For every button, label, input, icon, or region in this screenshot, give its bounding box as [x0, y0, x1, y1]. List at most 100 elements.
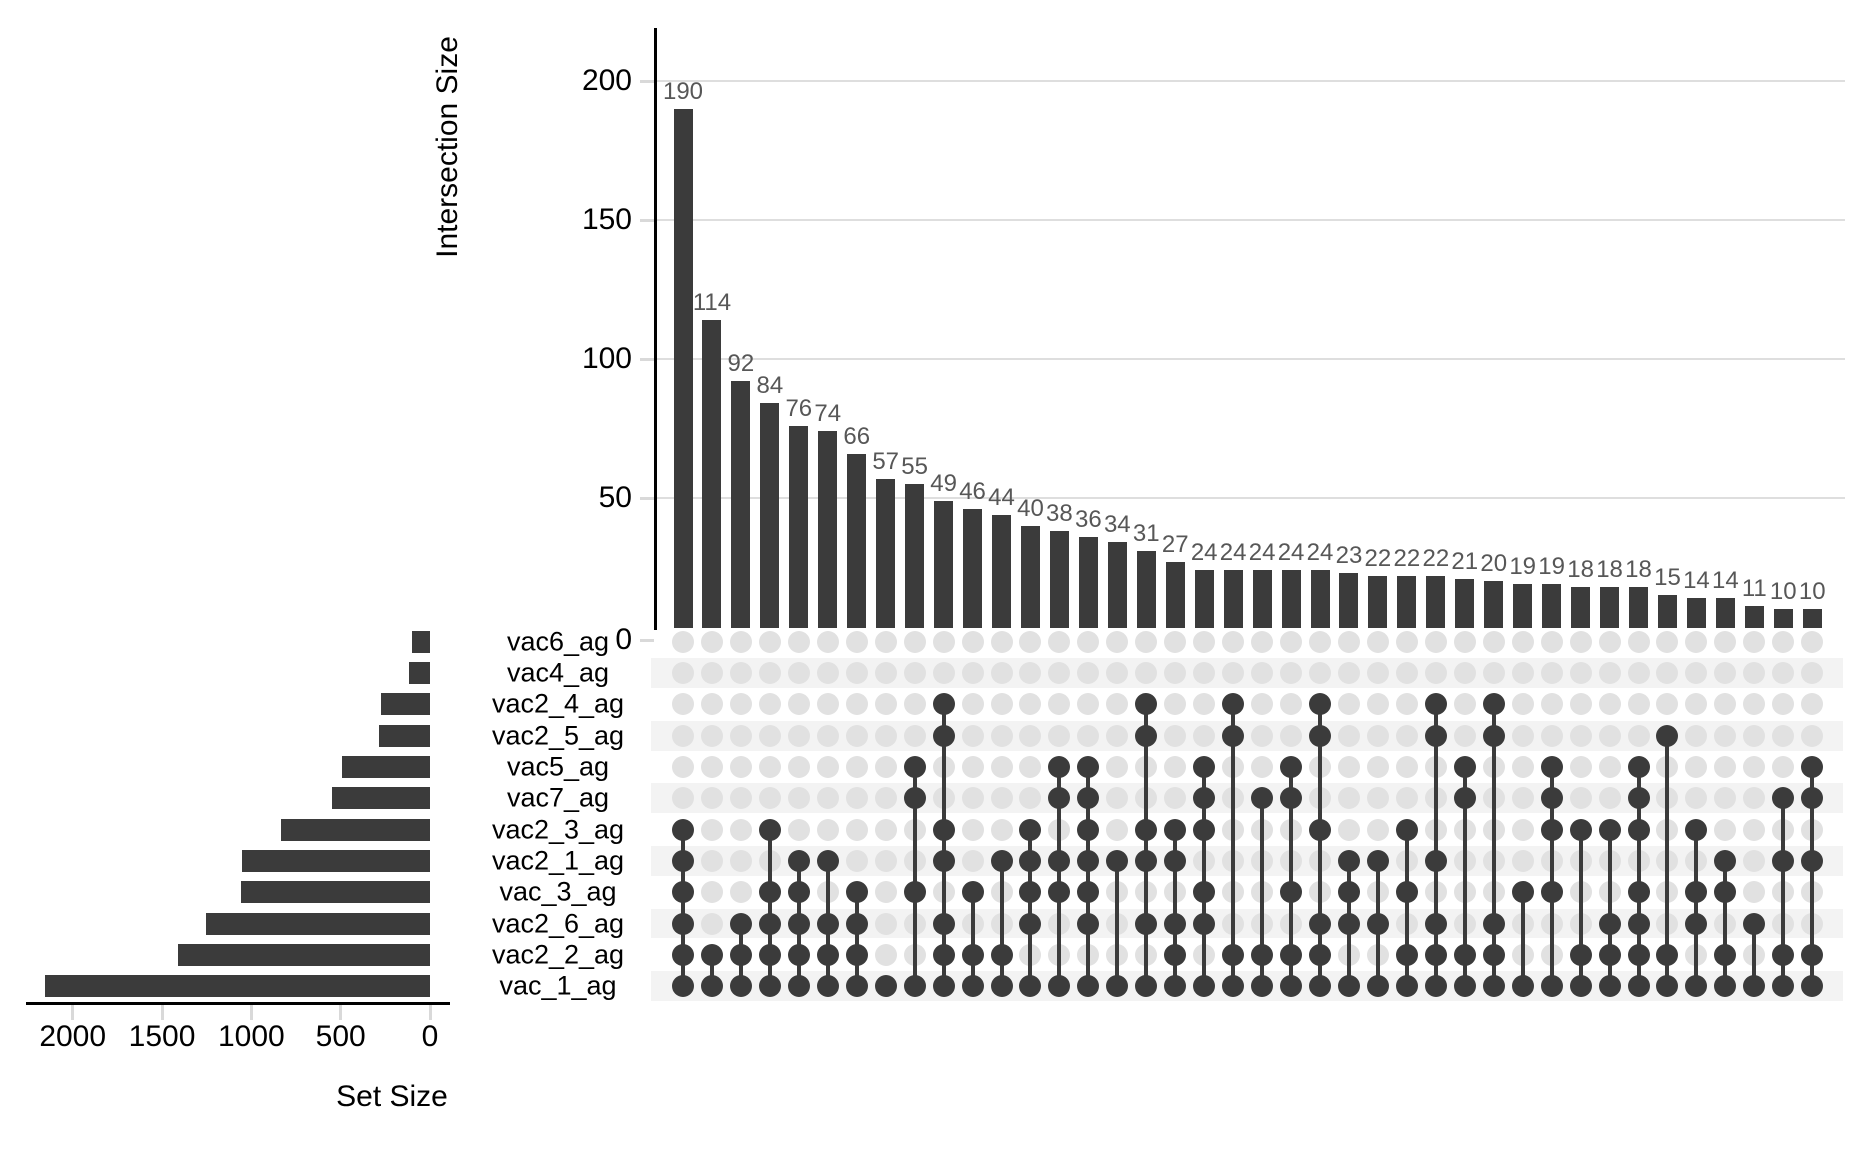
matrix-connector: [970, 892, 975, 987]
matrix-dot-empty: [874, 787, 897, 810]
matrix-dot-empty: [1685, 630, 1708, 653]
intersection-bar-value: 74: [814, 400, 842, 428]
matrix-dot-filled: [1598, 975, 1621, 998]
set-row-label: vac2_2_ag: [491, 939, 625, 970]
set-size-bar: [409, 662, 430, 685]
matrix-dot-empty: [1193, 630, 1216, 653]
matrix-dot-empty: [1019, 693, 1042, 716]
matrix-dot-empty: [1598, 724, 1621, 747]
matrix-dot-filled: [1453, 943, 1476, 966]
grid-line: [657, 497, 1845, 499]
matrix-dot-empty: [990, 662, 1013, 685]
matrix-dot-filled: [1135, 818, 1158, 841]
matrix-dot-empty: [1743, 630, 1766, 653]
matrix-dot-empty: [816, 724, 839, 747]
matrix-dot-filled: [1569, 975, 1592, 998]
intersection-bar: [1600, 586, 1620, 628]
intersection-axis-tick: [640, 357, 654, 361]
matrix-connector: [1665, 735, 1670, 987]
matrix-dot-empty: [1569, 693, 1592, 716]
matrix-dot-filled: [1685, 975, 1708, 998]
matrix-connector: [1318, 704, 1322, 987]
matrix-dot-filled: [729, 943, 752, 966]
set-row-label: vac6_ag: [506, 626, 610, 657]
matrix-dot-empty: [729, 630, 752, 653]
matrix-dot-filled: [1164, 849, 1187, 872]
set-axis-tick: [339, 1005, 343, 1020]
matrix-dot-filled: [1511, 881, 1534, 904]
intersection-bar-value: 11: [1741, 575, 1767, 603]
matrix-dot-empty: [1511, 630, 1534, 653]
matrix-dot-empty: [1106, 818, 1129, 841]
matrix-dot-empty: [672, 630, 694, 653]
matrix-dot-empty: [816, 818, 839, 841]
matrix-dot-filled: [1048, 849, 1071, 872]
matrix-dot-filled: [1772, 943, 1795, 966]
matrix-dot-empty: [1135, 630, 1158, 653]
intersection-bar: [1281, 570, 1301, 628]
matrix-dot-filled: [961, 943, 984, 966]
matrix-dot-empty: [1540, 693, 1563, 716]
intersection-bar: [1252, 570, 1272, 628]
matrix-connector: [1462, 766, 1467, 987]
matrix-dot-empty: [1135, 662, 1158, 685]
matrix-dot-filled: [1309, 693, 1331, 716]
matrix-dot-empty: [845, 849, 868, 872]
intersection-bar: [789, 425, 809, 628]
matrix-dot-empty: [1193, 662, 1216, 685]
matrix-dot-filled: [758, 975, 781, 998]
matrix-dot-empty: [672, 787, 694, 810]
matrix-dot-empty: [1251, 724, 1274, 747]
matrix-dot-filled: [1337, 912, 1360, 935]
matrix-dot-empty: [1366, 724, 1389, 747]
matrix-dot-filled: [787, 912, 810, 935]
matrix-dot-filled: [1222, 693, 1245, 716]
matrix-dot-empty: [787, 693, 810, 716]
matrix-dot-filled: [787, 849, 810, 872]
matrix-dot-filled: [845, 881, 868, 904]
matrix-dot-empty: [700, 630, 723, 653]
matrix-dot-empty: [1395, 693, 1418, 716]
matrix-dot-filled: [1280, 787, 1303, 810]
matrix-dot-empty: [1453, 662, 1476, 685]
matrix-connector: [912, 766, 917, 987]
matrix-connector: [1057, 766, 1062, 987]
intersection-bar-value: 14: [1683, 567, 1710, 595]
matrix-dot-empty: [758, 755, 781, 778]
intersection-bar: [1020, 525, 1040, 628]
matrix-dot-filled: [1251, 787, 1274, 810]
intersection-bar-value: 22: [1393, 544, 1421, 572]
matrix-dot-filled: [1569, 818, 1592, 841]
intersection-bar-value: 55: [901, 453, 928, 481]
matrix-dot-empty: [874, 630, 897, 653]
set-size-bar: [205, 912, 430, 935]
matrix-dot-empty: [1251, 662, 1274, 685]
matrix-dot-filled: [1801, 849, 1824, 872]
matrix-dot-empty: [787, 724, 810, 747]
matrix-dot-empty: [845, 787, 868, 810]
matrix-dot-filled: [816, 943, 839, 966]
matrix-dot-filled: [787, 943, 810, 966]
matrix-dot-empty: [1569, 755, 1592, 778]
matrix-dot-filled: [1453, 975, 1476, 998]
matrix-dot-empty: [1627, 724, 1650, 747]
matrix-dot-empty: [961, 849, 984, 872]
matrix-dot-empty: [1222, 630, 1245, 653]
matrix-dot-filled: [1135, 849, 1158, 872]
matrix-dot-empty: [1164, 755, 1187, 778]
matrix-dot-empty: [700, 881, 723, 904]
matrix-dot-filled: [1309, 943, 1331, 966]
matrix-dot-empty: [1714, 630, 1737, 653]
intersection-bar: [992, 514, 1011, 628]
matrix-dot-filled: [1395, 943, 1418, 966]
intersection-bar-value: 40: [1017, 494, 1044, 522]
intersection-bar-value: 18: [1596, 555, 1623, 583]
matrix-dot-empty: [903, 662, 926, 685]
matrix-dot-filled: [990, 975, 1013, 998]
intersection-bar-value: 36: [1075, 505, 1102, 533]
intersection-bar-value: 66: [843, 422, 871, 450]
matrix-dot-empty: [1164, 662, 1187, 685]
matrix-connector: [1607, 829, 1612, 987]
matrix-dot-empty: [1251, 755, 1274, 778]
matrix-dot-filled: [1424, 943, 1447, 966]
